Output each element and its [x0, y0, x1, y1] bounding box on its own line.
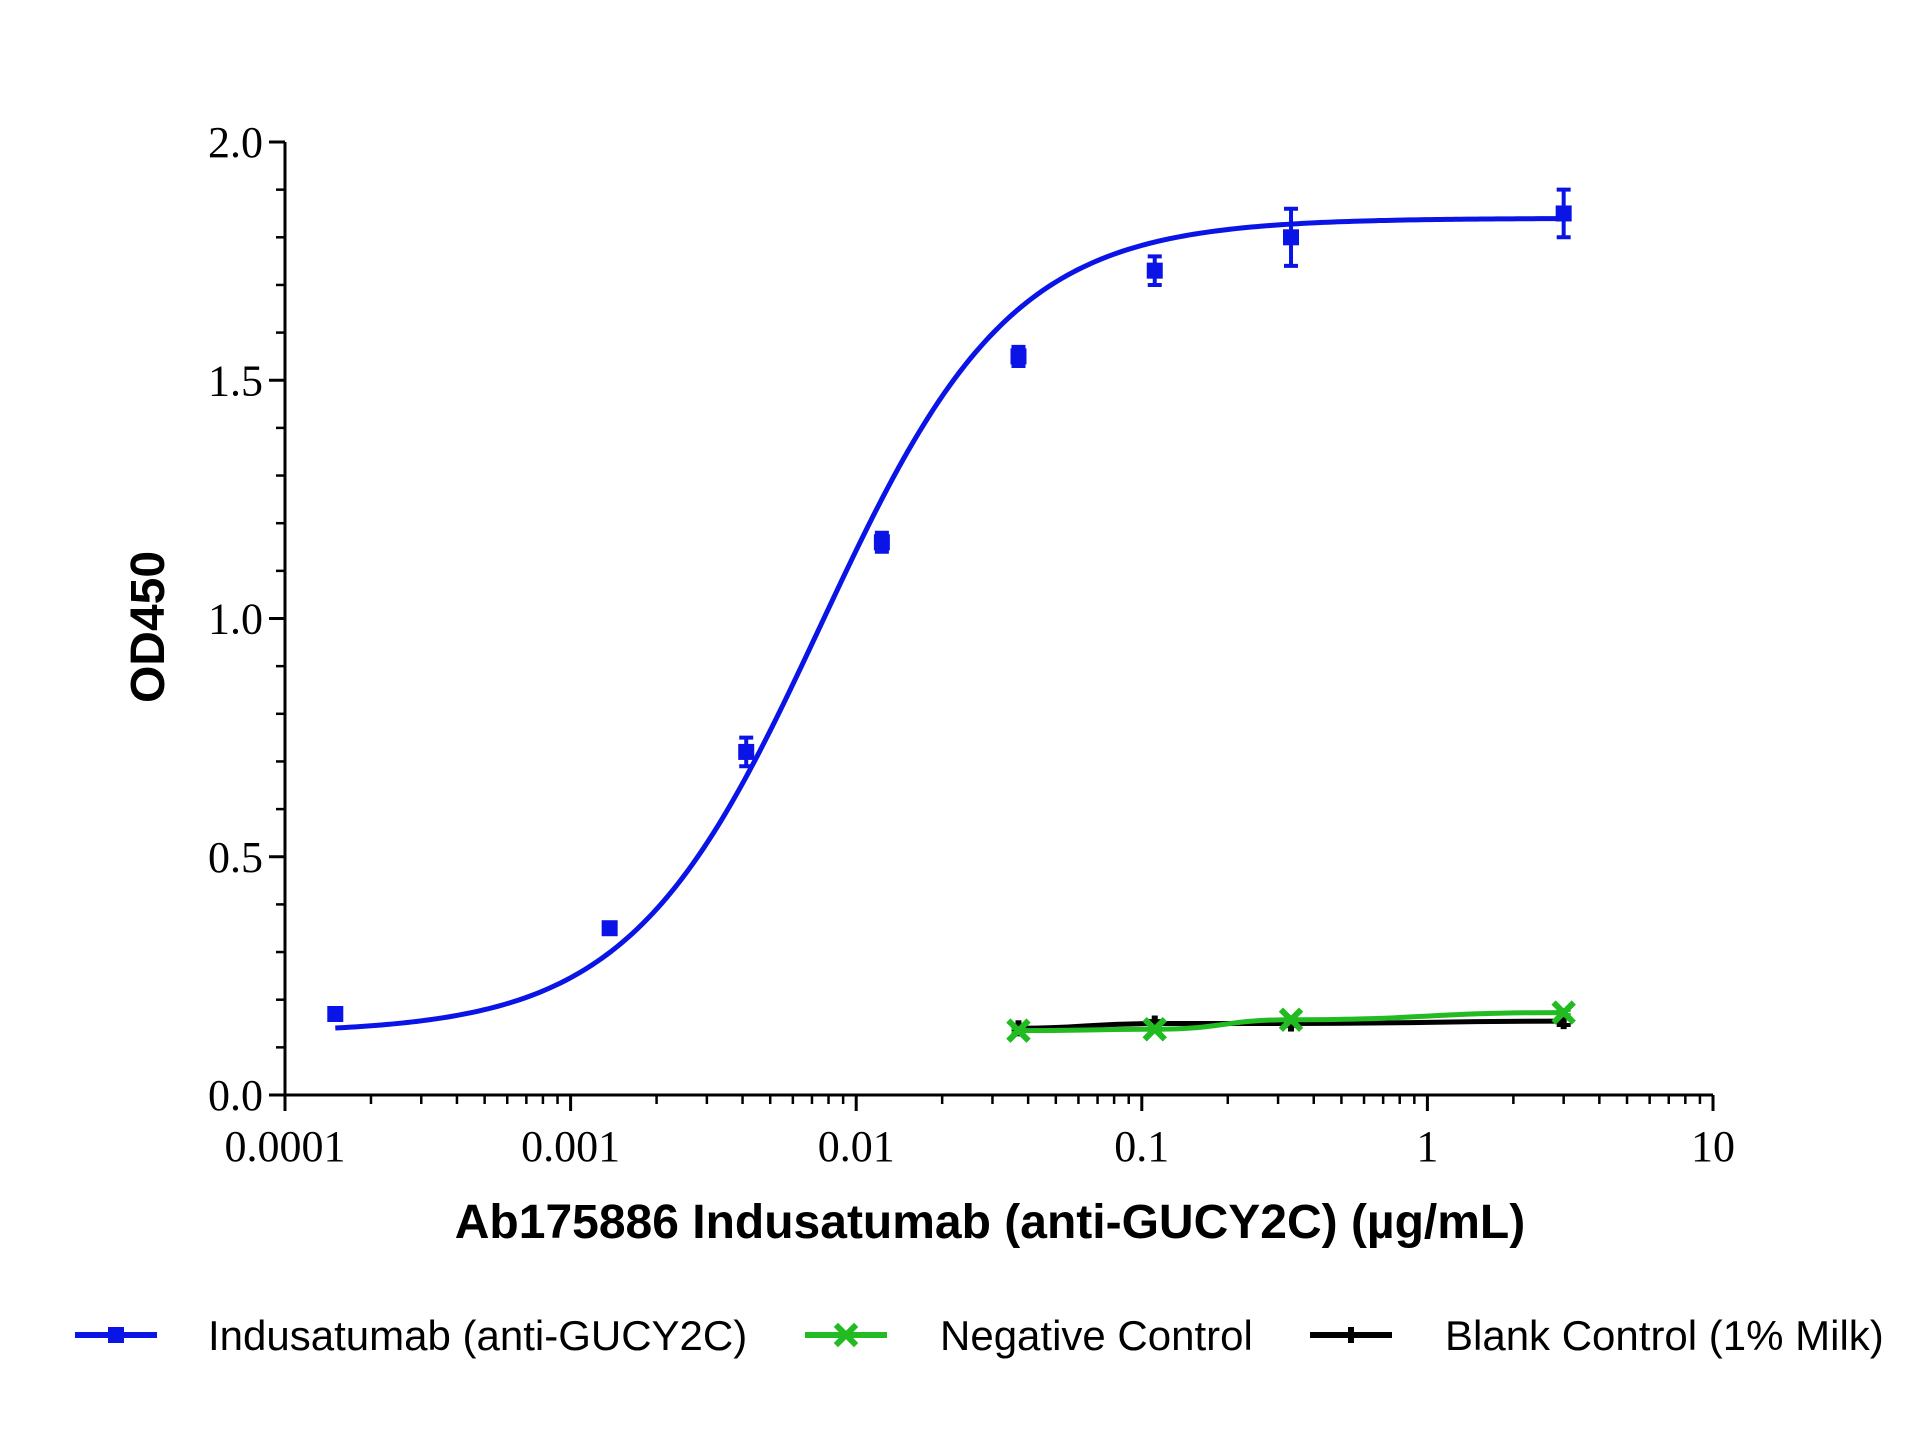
series-line [335, 216, 1564, 1031]
y-tick-label: 1.5 [208, 356, 263, 405]
data-point [1278, 1007, 1304, 1032]
series-indusatumab-anti-gucy2c [327, 187, 1572, 1031]
legend-marker [108, 1327, 124, 1343]
legend: Indusatumab (anti-GUCY2C) Negative Contro… [75, 1312, 1884, 1359]
data-point [1551, 1000, 1576, 1025]
data-point [1555, 205, 1572, 222]
y-tick-label: 0.5 [208, 833, 263, 882]
data-point [1142, 1016, 1167, 1042]
data-point [1151, 1015, 1158, 1032]
data-point [1146, 262, 1163, 279]
y-tick-label: 1.0 [208, 595, 263, 644]
data-point [327, 1005, 344, 1022]
legend-label: Indusatumab (anti-GUCY2C) [208, 1312, 747, 1359]
series-line [1018, 1010, 1564, 1034]
legend-marker [1348, 1327, 1354, 1343]
x-tick-label: 0.0001 [225, 1122, 346, 1171]
legend-label: Negative Control [940, 1312, 1253, 1359]
legend-item: Blank Control (1% Milk) [1310, 1312, 1884, 1359]
series-negative-control [1006, 1000, 1576, 1043]
data-point [1006, 1018, 1031, 1043]
plot-area [327, 187, 1576, 1043]
y-tick-label: 0.0 [208, 1071, 263, 1120]
data-point [1010, 348, 1027, 365]
legend-label: Blank Control (1% Milk) [1445, 1312, 1884, 1359]
data-point [1560, 1013, 1567, 1030]
data-point [873, 534, 890, 551]
x-tick-label: 0.01 [818, 1122, 895, 1171]
x-axis-title: Ab175886 Indusatumab (anti-GUCY2C) (µg/m… [455, 1196, 1525, 1249]
axes: 0.0001 0.001 0.01 0.1 1 10 0.0 0.5 1.0 1.5 2.0 [208, 118, 1735, 1171]
y-tick-label: 2.0 [208, 118, 263, 167]
legend-item: Negative Control [805, 1312, 1253, 1359]
x-tick-label: 1 [1416, 1122, 1438, 1171]
data-point [1283, 229, 1300, 246]
data-point [601, 920, 618, 937]
legend-marker [833, 1322, 859, 1348]
x-tick-label: 10 [1691, 1122, 1735, 1171]
data-point [738, 743, 755, 760]
x-tick-label: 0.1 [1114, 1122, 1169, 1171]
x-tick-label: 0.001 [521, 1122, 620, 1171]
legend-item: Indusatumab (anti-GUCY2C) [75, 1312, 747, 1359]
y-axis-title: OD450 [122, 551, 175, 703]
